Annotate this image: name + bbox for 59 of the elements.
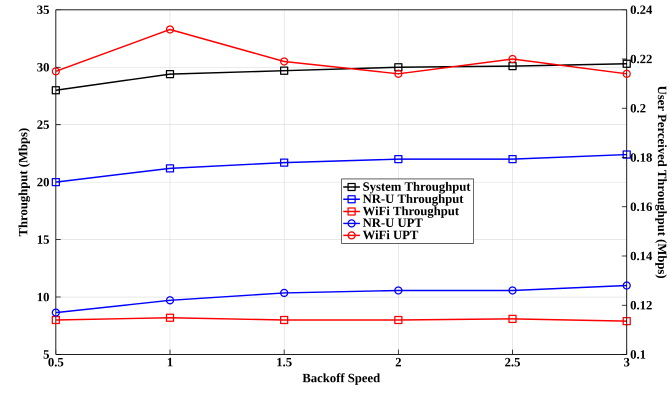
point xyxy=(280,288,288,297)
point xyxy=(508,62,517,70)
x-tick-label: 0.5 xyxy=(48,358,64,366)
y2-tick-label: 0.14 xyxy=(630,252,652,260)
point xyxy=(508,54,517,63)
point xyxy=(280,158,288,167)
point xyxy=(280,316,288,324)
y-tick-label: 20 xyxy=(37,178,49,186)
x-tick-label: 3 xyxy=(624,358,630,366)
point xyxy=(166,313,174,322)
x-tick-label: 2.5 xyxy=(505,358,520,366)
x-tick-label: 1 xyxy=(168,358,173,366)
y2-tick-label: 0.24 xyxy=(630,5,652,14)
x-tick-label: 2 xyxy=(396,358,401,366)
point xyxy=(508,314,517,323)
y-tick-label: 25 xyxy=(37,120,49,129)
point xyxy=(166,70,174,78)
y-axis-title: Throughput (Mbps) xyxy=(18,128,30,236)
point xyxy=(622,59,631,68)
point xyxy=(508,286,517,294)
x-axis-title: Backoff Speed xyxy=(302,373,380,385)
point xyxy=(508,154,517,164)
y2-tick-label: 0.18 xyxy=(630,153,652,162)
point xyxy=(52,308,60,317)
point xyxy=(52,86,60,94)
point xyxy=(394,316,402,324)
point xyxy=(52,67,60,76)
point xyxy=(52,316,60,324)
legend-label: WiFi UPT xyxy=(362,230,418,240)
legend-label: System Throughput xyxy=(363,182,470,194)
legend-label: WiFi Throughput xyxy=(362,206,459,218)
y2-tick-label: 0.12 xyxy=(630,300,652,310)
y-tick-label: 15 xyxy=(38,235,49,244)
point xyxy=(394,154,402,164)
legend-label: NR-U Throughput xyxy=(362,194,464,206)
y2-axis-title: User Perceived Throughput (Mbps) xyxy=(655,86,667,278)
point xyxy=(394,69,402,78)
y2-tick-label: 0.1 xyxy=(630,350,646,359)
point xyxy=(622,281,631,290)
point xyxy=(394,286,402,294)
point xyxy=(166,164,174,172)
point xyxy=(52,178,60,186)
y2-tick-label: 0.2 xyxy=(630,104,646,112)
x-tick-label: 1.5 xyxy=(277,358,292,366)
point xyxy=(622,69,631,78)
point xyxy=(394,62,402,72)
y2-tick-label: 0.22 xyxy=(630,54,652,64)
y-tick-label: 10 xyxy=(38,292,49,302)
point xyxy=(280,57,288,66)
point xyxy=(166,296,174,304)
y-tick-label: 30 xyxy=(37,62,49,72)
point xyxy=(622,150,631,159)
legend-label: NR-U UPT xyxy=(362,218,423,227)
y-tick-label: 35 xyxy=(37,5,49,14)
y-tick-label: 5 xyxy=(44,350,49,358)
y2-tick-label: 0.16 xyxy=(630,202,652,211)
point xyxy=(280,66,288,75)
point xyxy=(622,316,631,326)
point xyxy=(166,25,174,34)
